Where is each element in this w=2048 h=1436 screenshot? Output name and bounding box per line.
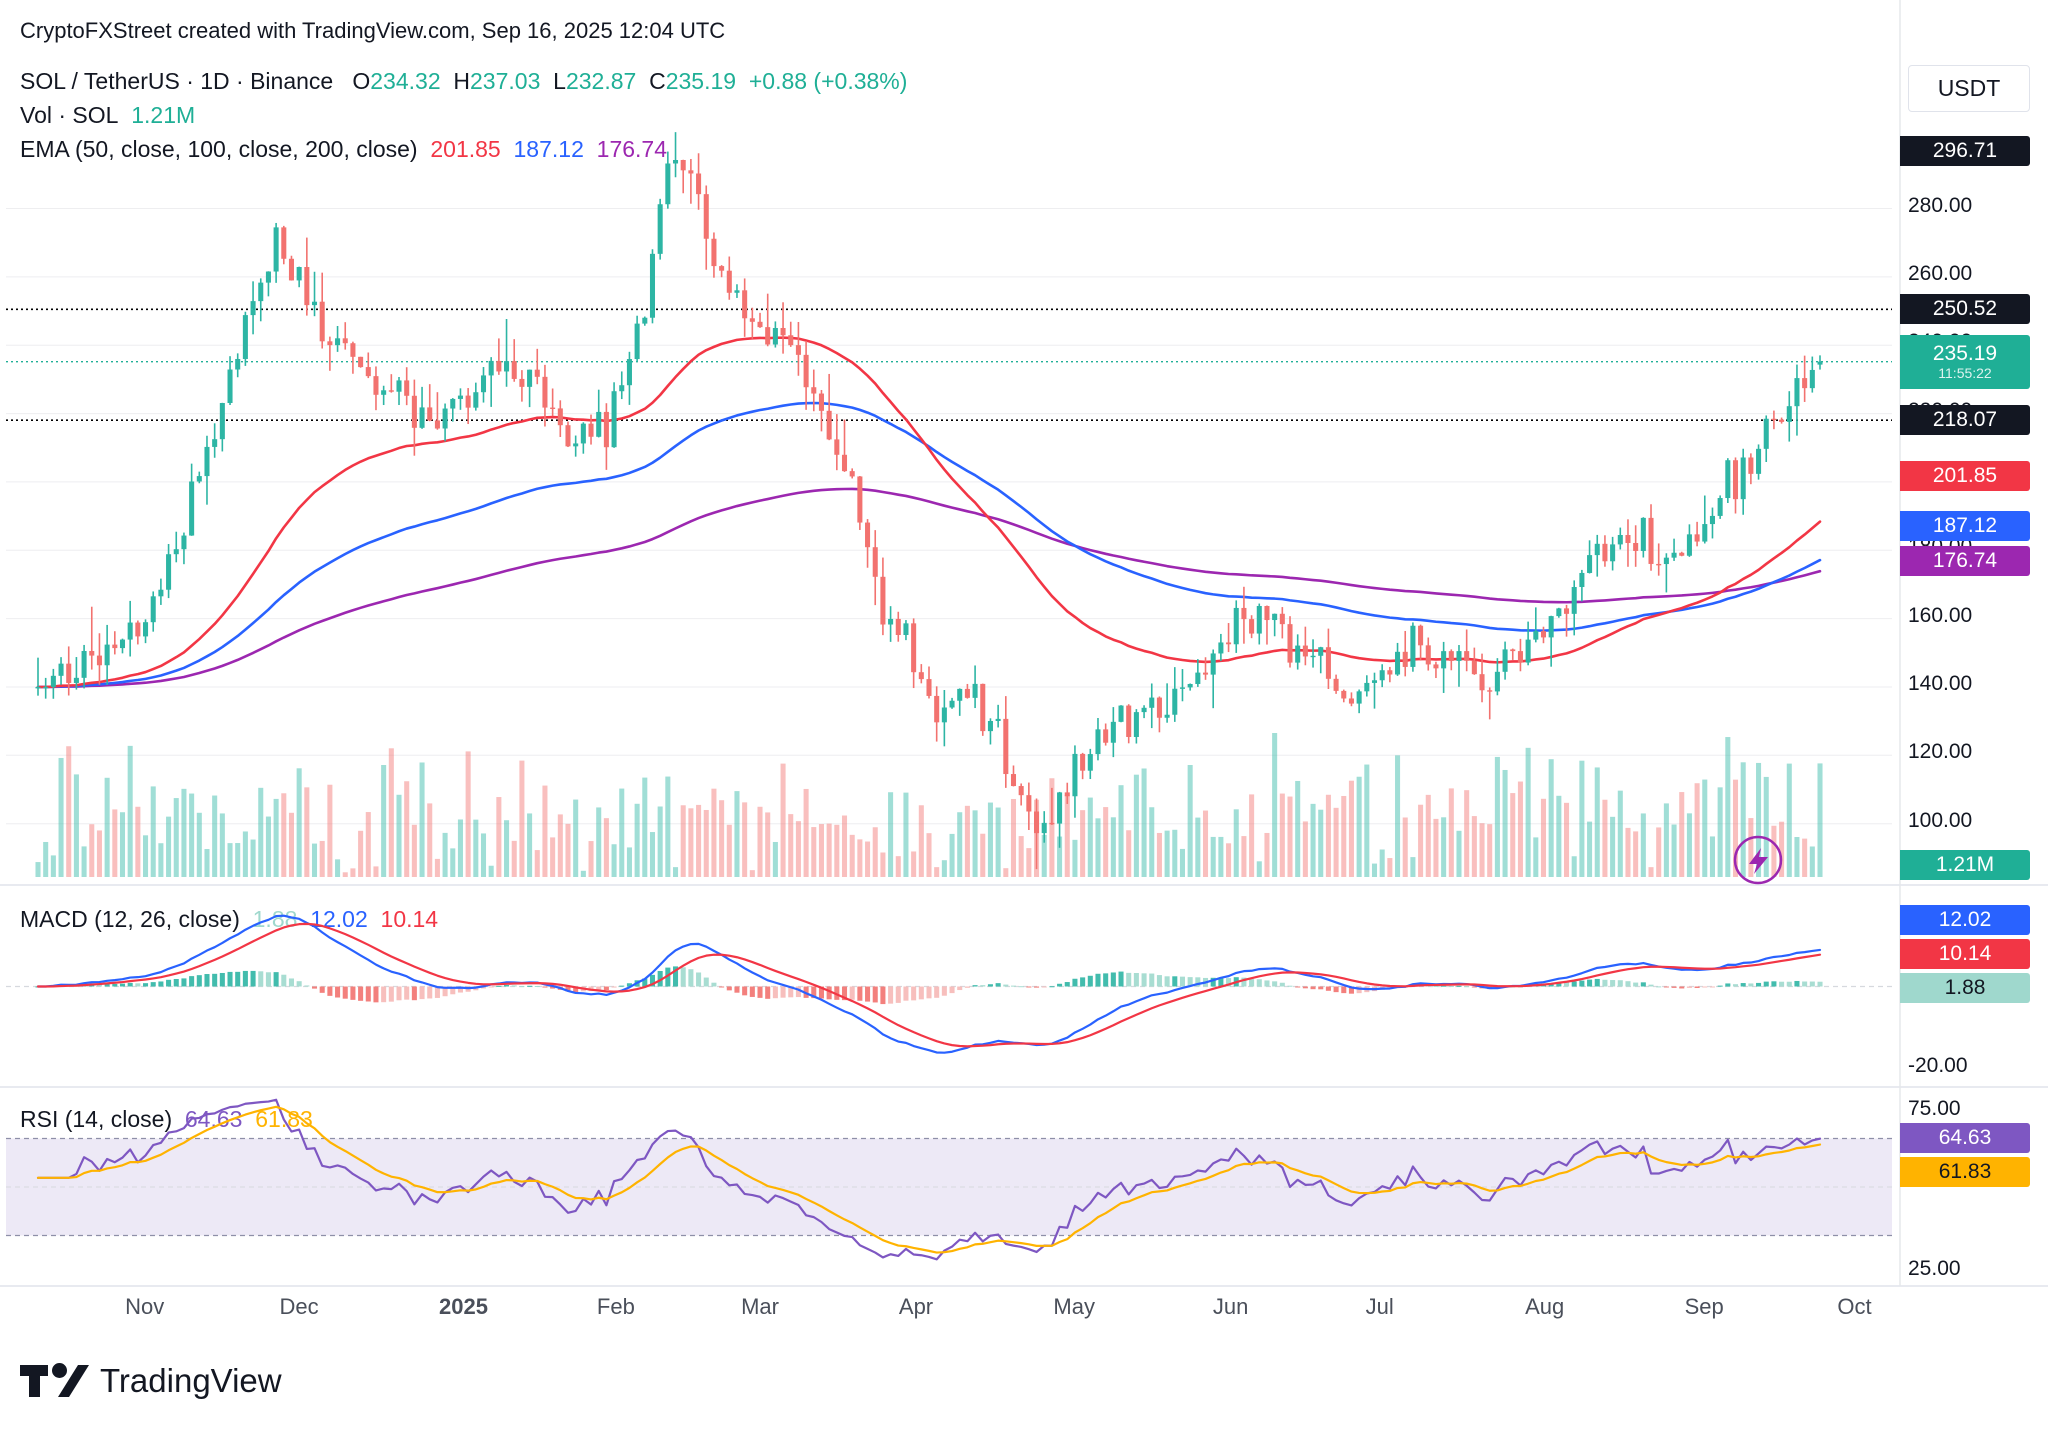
svg-text:TradingView: TradingView — [100, 1362, 282, 1399]
